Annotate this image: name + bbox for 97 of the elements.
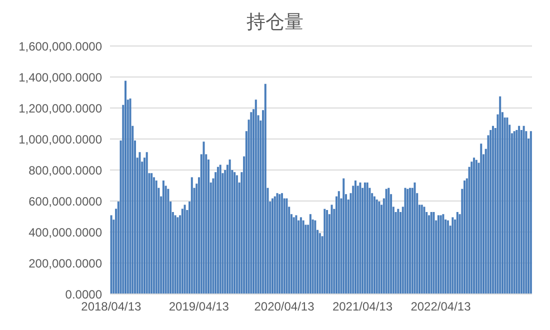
bar (414, 182, 416, 294)
bar (228, 159, 231, 294)
bar (216, 166, 219, 294)
bar (129, 98, 132, 294)
bar (181, 208, 184, 294)
bar (464, 180, 466, 294)
bar (326, 210, 328, 294)
bar (138, 152, 141, 294)
bar (480, 144, 482, 294)
bar (264, 84, 266, 294)
bar (124, 80, 127, 294)
bar (470, 162, 473, 294)
bar (304, 224, 307, 294)
bar (309, 214, 312, 294)
bar (492, 126, 494, 294)
bar (280, 193, 283, 294)
y-tick-label: 0.0000 (65, 287, 102, 302)
bar (359, 182, 362, 294)
x-tick-label: 2020/04/13 (254, 300, 315, 314)
bar (437, 215, 440, 294)
bar (530, 131, 532, 294)
bar (150, 173, 153, 294)
bar (324, 208, 326, 294)
bar (278, 194, 281, 294)
bar (522, 126, 525, 294)
bar (295, 215, 298, 294)
bar (385, 188, 388, 294)
bar (406, 188, 409, 294)
bar (286, 198, 288, 294)
y-tick-label: 400,000.0000 (28, 225, 102, 240)
bar (110, 215, 112, 294)
bar (397, 208, 400, 294)
bar (338, 191, 340, 294)
x-tick-label: 2021/04/13 (332, 300, 393, 314)
bar (430, 212, 432, 294)
bar (330, 204, 333, 294)
bar (440, 215, 442, 294)
bar (378, 201, 380, 294)
bar (162, 180, 164, 294)
bar (146, 152, 148, 294)
bar (274, 196, 276, 294)
bar (174, 215, 176, 294)
bar (428, 215, 430, 294)
bar (314, 220, 316, 294)
bar (302, 220, 304, 294)
x-tick-label: 2022/04/13 (410, 300, 472, 314)
bar (490, 130, 492, 294)
y-tick-label: 1,600,000.0000 (18, 39, 102, 54)
bar (423, 206, 426, 294)
bar (442, 214, 444, 294)
bar (475, 160, 478, 294)
bar (152, 177, 155, 294)
bar (513, 131, 516, 294)
bar (272, 198, 274, 294)
bar (250, 112, 252, 294)
bar (446, 220, 449, 294)
bar (155, 180, 158, 294)
bar (404, 188, 406, 294)
bar (300, 217, 302, 294)
y-tick-label: 800,000.0000 (28, 163, 102, 178)
bar (473, 158, 476, 294)
bar (167, 188, 170, 294)
chart-title: 持仓量 (246, 11, 304, 35)
bar (432, 212, 435, 294)
bar (236, 175, 238, 294)
bar (376, 199, 378, 294)
bar (342, 178, 345, 294)
bar (456, 212, 458, 294)
bar (176, 217, 179, 294)
bar (409, 188, 412, 294)
bar (388, 188, 390, 294)
y-tick-label: 600,000.0000 (28, 194, 102, 208)
y-tick-label: 1,400,000.0000 (18, 70, 102, 84)
bar (184, 204, 186, 294)
bar (354, 180, 356, 294)
bar (420, 204, 423, 294)
bar (373, 196, 376, 294)
bar (318, 233, 321, 294)
bar (366, 182, 368, 294)
bar (202, 142, 205, 294)
bar (190, 177, 193, 294)
bar (452, 217, 454, 294)
bar (506, 117, 508, 294)
bar (219, 164, 222, 294)
bar (516, 130, 518, 294)
bar (364, 182, 366, 294)
bar (518, 126, 520, 294)
x-tick-label: 2018/04/13 (81, 300, 142, 314)
x-tick-label: 2019/04/13 (168, 300, 230, 314)
bar (520, 130, 522, 294)
y-tick-label: 1,000,000.0000 (18, 132, 102, 146)
bar (499, 96, 502, 294)
y-tick-label: 200,000.0000 (28, 256, 102, 270)
bar (234, 172, 236, 294)
bar (292, 217, 295, 294)
bar (276, 193, 278, 294)
y-tick-label: 1,200,000.0000 (18, 101, 102, 116)
